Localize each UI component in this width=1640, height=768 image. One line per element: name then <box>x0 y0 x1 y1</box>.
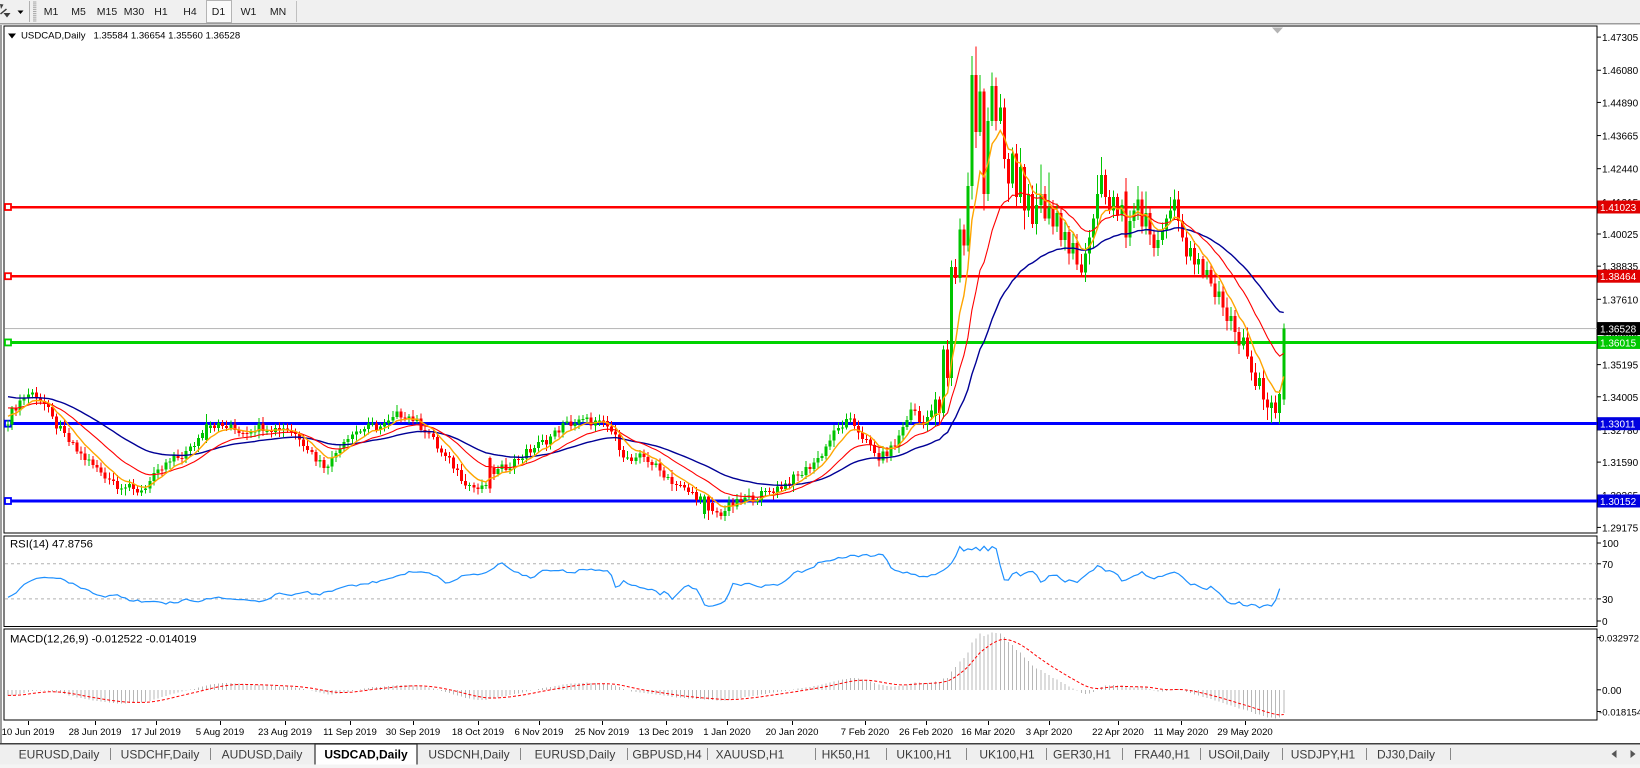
svg-text:0: 0 <box>1602 617 1608 628</box>
svg-text:1.36528: 1.36528 <box>1600 325 1637 336</box>
svg-text:MN: MN <box>270 6 286 18</box>
svg-text:13 Dec 2019: 13 Dec 2019 <box>639 727 693 738</box>
svg-text:1.34005: 1.34005 <box>1602 393 1639 404</box>
svg-text:1.46080: 1.46080 <box>1602 66 1639 77</box>
svg-text:25 Nov 2019: 25 Nov 2019 <box>575 727 629 738</box>
svg-text:USDCAD,Daily 1.35584 1.36654: USDCAD,Daily 1.35584 1.36654 1.35560 1.3… <box>21 31 240 42</box>
svg-text:EURUSD,Daily: EURUSD,Daily <box>19 748 100 762</box>
svg-text:6 Nov 2019: 6 Nov 2019 <box>514 727 563 738</box>
svg-text:1.43665: 1.43665 <box>1602 132 1639 143</box>
svg-text:29 May 2020: 29 May 2020 <box>1217 727 1272 738</box>
svg-text:FRA40,H1: FRA40,H1 <box>1134 748 1190 762</box>
svg-text:1.33011: 1.33011 <box>1600 420 1636 431</box>
svg-text:EURUSD,Daily: EURUSD,Daily <box>535 748 616 762</box>
svg-text:23 Aug 2019: 23 Aug 2019 <box>258 727 312 738</box>
svg-text:MACD(12,26,9) -0.012522 -0.014: MACD(12,26,9) -0.012522 -0.014019 <box>10 634 197 646</box>
svg-text:D1: D1 <box>212 6 226 18</box>
svg-text:20 Jan 2020: 20 Jan 2020 <box>766 727 819 738</box>
svg-text:H4: H4 <box>183 6 197 18</box>
svg-text:11 Sep 2019: 11 Sep 2019 <box>323 727 377 738</box>
svg-text:30 Sep 2019: 30 Sep 2019 <box>386 727 440 738</box>
svg-text:UK100,H1: UK100,H1 <box>979 748 1035 762</box>
svg-text:XAUUSD,H1: XAUUSD,H1 <box>716 748 785 762</box>
svg-text:1.44890: 1.44890 <box>1602 98 1639 109</box>
svg-text:M1: M1 <box>44 6 59 18</box>
svg-text:RSI(14) 47.8756: RSI(14) 47.8756 <box>10 539 93 551</box>
svg-text:M5: M5 <box>71 6 86 18</box>
svg-text:10 Jun 2019: 10 Jun 2019 <box>2 727 55 738</box>
svg-text:28 Jun 2019: 28 Jun 2019 <box>69 727 122 738</box>
svg-text:M30: M30 <box>124 6 145 18</box>
svg-text:-0.018154: -0.018154 <box>1599 708 1640 719</box>
svg-text:0.00: 0.00 <box>1602 686 1622 697</box>
svg-text:0.032972: 0.032972 <box>1599 634 1639 645</box>
svg-text:1.40025: 1.40025 <box>1602 230 1639 241</box>
svg-text:1.29175: 1.29175 <box>1602 523 1639 534</box>
svg-text:W1: W1 <box>241 6 257 18</box>
svg-text:USDJPY,H1: USDJPY,H1 <box>1291 748 1356 762</box>
svg-text:GER30,H1: GER30,H1 <box>1053 748 1111 762</box>
svg-text:1.38464: 1.38464 <box>1600 272 1637 283</box>
svg-text:M15: M15 <box>97 6 118 18</box>
svg-text:1 Jan 2020: 1 Jan 2020 <box>703 727 750 738</box>
svg-text:1.38835: 1.38835 <box>1602 262 1639 273</box>
svg-text:11 May 2020: 11 May 2020 <box>1154 727 1209 738</box>
svg-text:70: 70 <box>1602 560 1614 571</box>
svg-text:1.47305: 1.47305 <box>1602 33 1639 44</box>
svg-text:H1: H1 <box>154 6 168 18</box>
svg-text:1.42440: 1.42440 <box>1602 165 1639 176</box>
svg-text:16 Mar 2020: 16 Mar 2020 <box>961 727 1015 738</box>
svg-text:7 Feb 2020: 7 Feb 2020 <box>841 727 890 738</box>
svg-text:UK100,H1: UK100,H1 <box>896 748 952 762</box>
svg-text:1.36015: 1.36015 <box>1600 338 1637 349</box>
svg-text:USDCNH,Daily: USDCNH,Daily <box>428 748 509 762</box>
svg-text:1.41023: 1.41023 <box>1600 203 1637 214</box>
svg-text:USOil,Daily: USOil,Daily <box>1208 748 1269 762</box>
svg-text:GBPUSD,H4: GBPUSD,H4 <box>632 748 702 762</box>
svg-text:AUDUSD,Daily: AUDUSD,Daily <box>222 748 303 762</box>
svg-text:17 Jul 2019: 17 Jul 2019 <box>131 727 181 738</box>
svg-text:HK50,H1: HK50,H1 <box>822 748 871 762</box>
svg-text:1.30152: 1.30152 <box>1600 497 1637 508</box>
svg-text:USDCHF,Daily: USDCHF,Daily <box>121 748 200 762</box>
svg-text:5 Aug 2019: 5 Aug 2019 <box>196 727 245 738</box>
svg-text:USDCAD,Daily: USDCAD,Daily <box>324 748 408 762</box>
svg-text:1.37610: 1.37610 <box>1602 295 1639 306</box>
svg-text:1.31590: 1.31590 <box>1602 458 1639 469</box>
svg-text:1.32780: 1.32780 <box>1602 426 1639 437</box>
svg-text:DJ30,Daily: DJ30,Daily <box>1377 748 1435 762</box>
svg-text:3 Apr 2020: 3 Apr 2020 <box>1026 727 1072 738</box>
svg-text:100: 100 <box>1602 539 1619 550</box>
svg-text:1.35195: 1.35195 <box>1602 361 1639 372</box>
svg-text:22 Apr 2020: 22 Apr 2020 <box>1092 727 1144 738</box>
svg-text:18 Oct 2019: 18 Oct 2019 <box>452 727 504 738</box>
svg-text:26 Feb 2020: 26 Feb 2020 <box>899 727 953 738</box>
svg-text:30: 30 <box>1602 595 1614 606</box>
